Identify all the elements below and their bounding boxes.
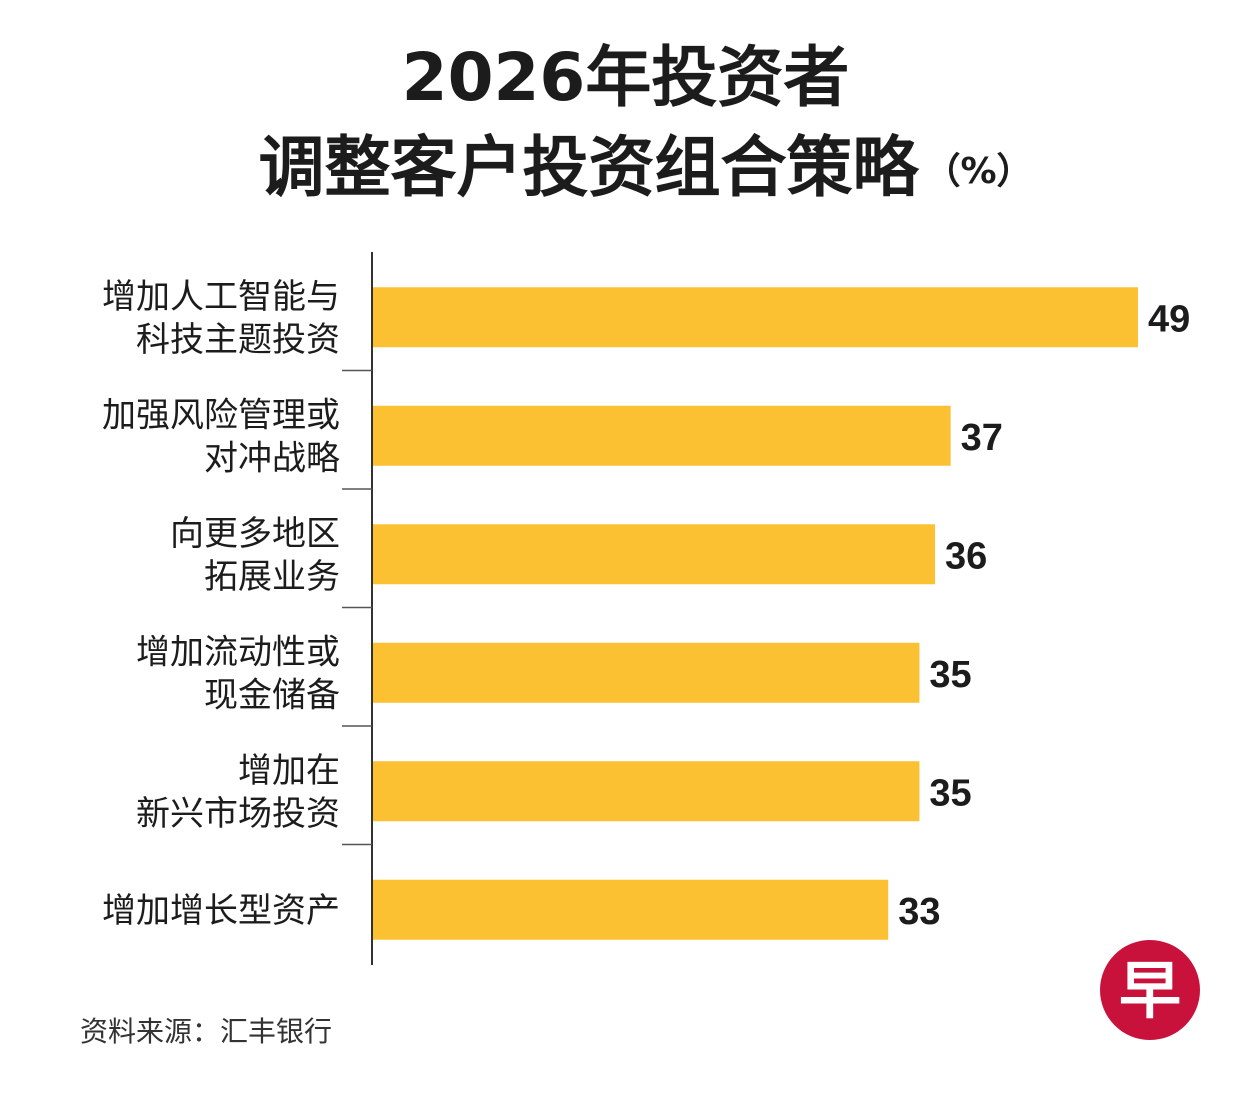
logo-circle (1100, 940, 1200, 1040)
zaobao-logo: 早 (1100, 940, 1200, 1040)
category-label: 新兴市场投资 (136, 794, 340, 834)
category-label: 拓展业务 (204, 557, 340, 597)
bar-value-label: 49 (1148, 298, 1190, 340)
bar (373, 879, 889, 940)
category-label: 加强风险管理或 (102, 395, 340, 435)
bar-value-label: 35 (929, 654, 971, 696)
category-label: 增加增长型资产 (102, 891, 340, 931)
category-label: 增加人工智能与 (102, 277, 340, 317)
bar-value-label: 33 (898, 891, 940, 933)
bar (373, 524, 936, 585)
bar (373, 761, 920, 822)
category-label: 科技主题投资 (136, 320, 340, 360)
chart-title-line2-text: 调整客户投资组合策略 (258, 129, 919, 206)
bar-value-label: 35 (929, 772, 971, 814)
bar (373, 405, 951, 466)
bar (373, 642, 920, 703)
bar-value-label: 36 (945, 535, 987, 577)
bar-value-label: 37 (961, 417, 1003, 459)
logo-glyph: 早 (1119, 954, 1181, 1027)
category-label: 对冲战略 (204, 438, 340, 478)
chart-unit: （%） (924, 150, 1033, 192)
category-label: 现金储备 (204, 675, 340, 715)
category-label: 向更多地区 (170, 514, 340, 554)
chart-title-line2: 调整客户投资组合策略 （%） (0, 128, 1251, 212)
chart-title-line1: 2026年投资者 (401, 39, 850, 116)
category-label: 增加流动性或 (136, 632, 340, 672)
category-label: 增加在 (238, 751, 340, 791)
source-note: 资料来源：汇丰银行 (80, 1015, 333, 1048)
bar (373, 287, 1138, 348)
